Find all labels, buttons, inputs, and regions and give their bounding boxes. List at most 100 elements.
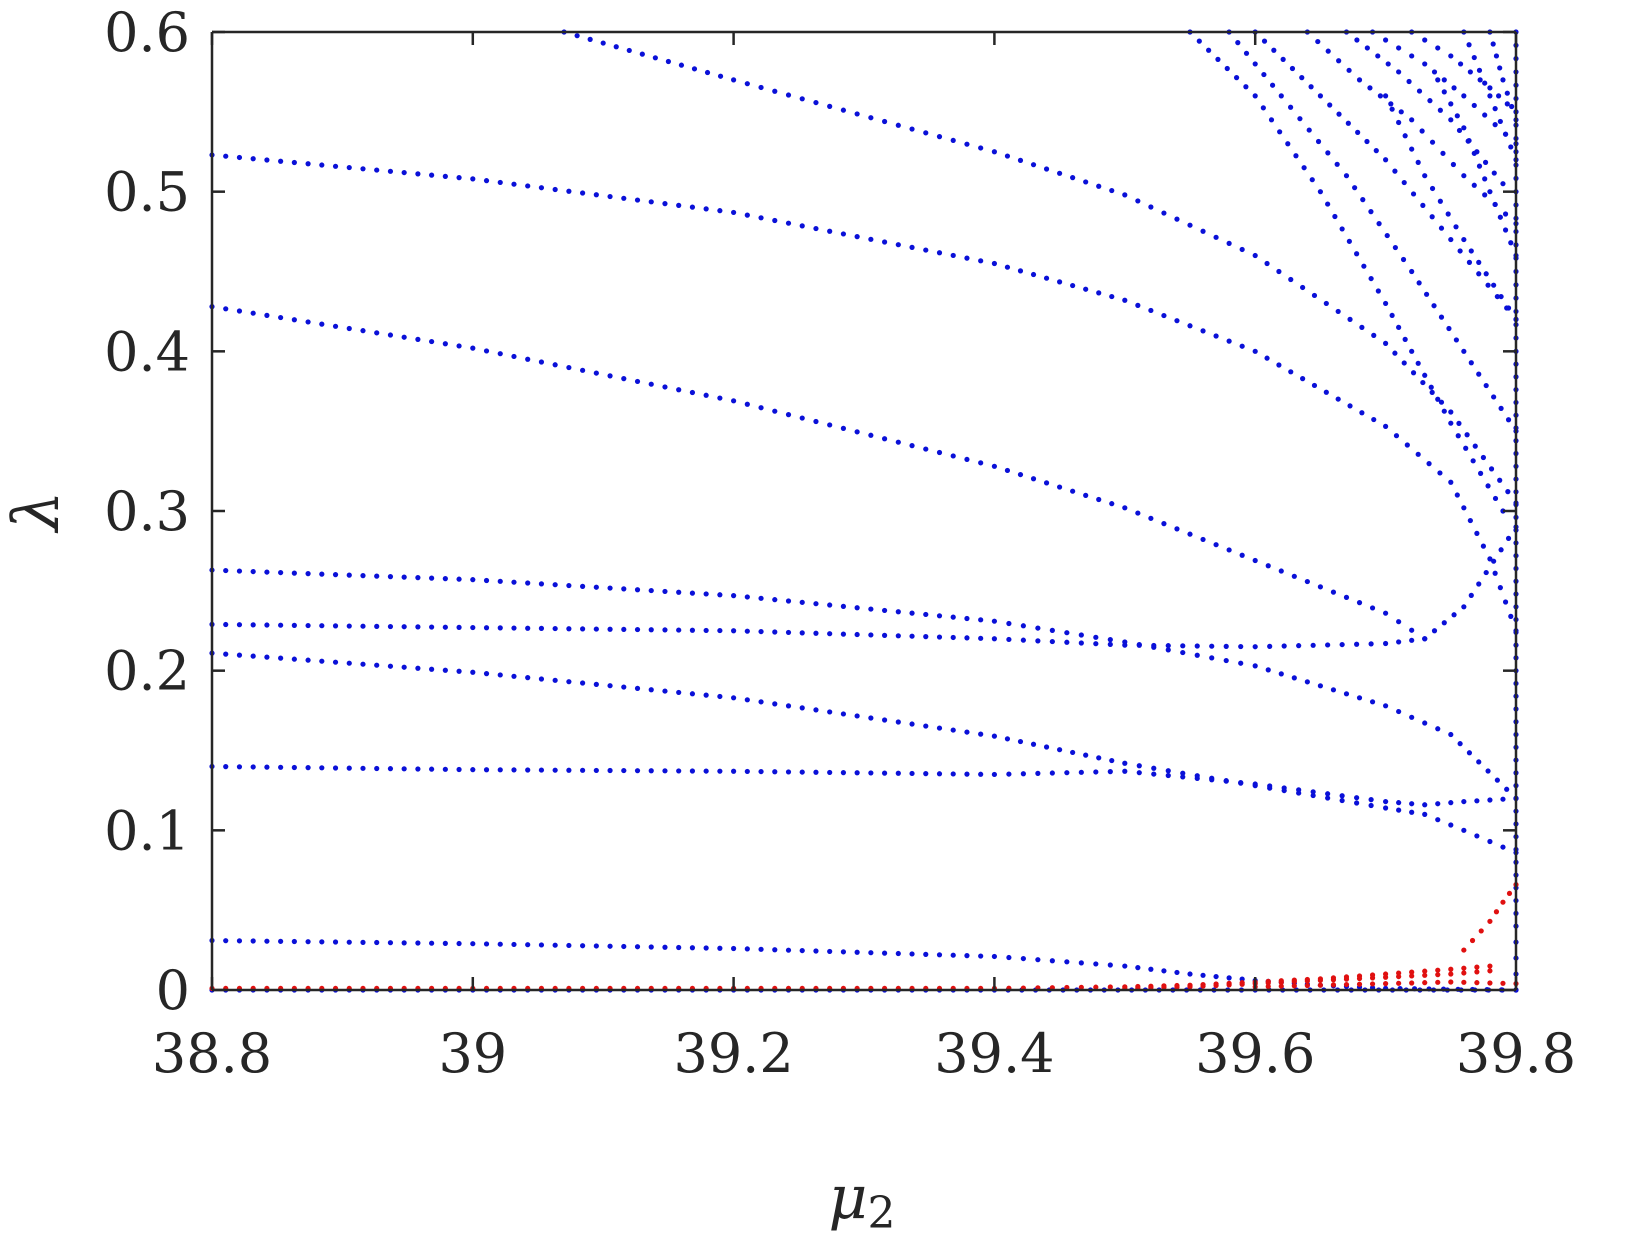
data-point (1492, 106, 1498, 112)
data-point (1252, 557, 1258, 564)
data-point (1487, 838, 1493, 845)
data-point (1359, 410, 1365, 416)
data-point (923, 247, 929, 253)
data-point (1487, 918, 1493, 924)
data-point (813, 948, 819, 954)
data-point (772, 947, 778, 953)
data-point (1135, 198, 1141, 204)
data-point (278, 655, 284, 661)
data-point (291, 570, 297, 576)
data-point (1448, 731, 1454, 738)
data-point (1384, 232, 1390, 239)
data-point (827, 602, 833, 608)
data-point (936, 250, 943, 256)
data-point (1336, 111, 1342, 117)
data-point (223, 651, 229, 657)
data-point (1213, 542, 1219, 548)
data-point (978, 731, 984, 737)
data-point (607, 585, 613, 591)
data-point (1020, 637, 1026, 643)
data-point (1299, 75, 1305, 81)
data-point (607, 373, 613, 379)
data-point (1409, 146, 1415, 152)
data-point (1472, 443, 1478, 449)
data-point (813, 99, 819, 106)
data-point (456, 940, 462, 947)
data-point (1406, 78, 1412, 85)
data-point (497, 351, 503, 357)
data-point (840, 949, 847, 955)
data-point (525, 767, 531, 773)
data-point (1497, 214, 1503, 220)
data-point (401, 169, 407, 176)
data-point (813, 707, 819, 713)
data-point (1371, 416, 1377, 423)
data-point (552, 767, 558, 773)
data-point (1325, 150, 1331, 156)
data-point (1360, 197, 1366, 203)
data-point (236, 154, 243, 161)
data-point (1491, 170, 1497, 176)
data-point (717, 627, 723, 634)
data-point (1335, 308, 1341, 315)
tick-labels: 38.8 39 39.2 39.4 39.6 39.8 0 0.1 0.2 0.3 0.4 0.5 0.… (104, 1, 1576, 1085)
data-point (1392, 168, 1398, 174)
data-point (1448, 409, 1454, 415)
y-axis-title: λ (0, 491, 74, 535)
data-point (1226, 547, 1232, 553)
data-point (881, 436, 888, 442)
data-point (278, 314, 284, 321)
data-point (236, 652, 243, 658)
data-point (1427, 98, 1433, 104)
data-point (332, 765, 339, 771)
data-point (613, 44, 619, 50)
data-point (291, 656, 297, 662)
data-point (1057, 279, 1063, 285)
data-point (538, 625, 545, 631)
data-point (868, 236, 874, 242)
data-point (291, 938, 297, 945)
data-point (813, 601, 819, 607)
data-point (648, 199, 654, 205)
data-point (593, 681, 599, 687)
data-point (1339, 797, 1345, 804)
data-point (1482, 80, 1488, 86)
data-point (1435, 967, 1441, 973)
data-point (950, 634, 956, 641)
data-point (1383, 798, 1389, 805)
data-point (1448, 117, 1454, 123)
data-point (332, 163, 339, 169)
data-point (772, 88, 778, 94)
data-point (1383, 974, 1389, 980)
data-point (1293, 153, 1299, 159)
data-point (1043, 166, 1050, 172)
data-point (1354, 795, 1360, 801)
data-point (360, 166, 366, 172)
data-point (744, 401, 750, 407)
data-point (621, 684, 627, 690)
data-point (1437, 107, 1443, 113)
data-point (1488, 466, 1495, 472)
data-point (236, 938, 243, 944)
data-point (1109, 757, 1115, 764)
data-point (1317, 189, 1323, 195)
data-point (1437, 198, 1443, 204)
data-point (1423, 291, 1430, 297)
data-point (1281, 643, 1287, 649)
data-point (442, 173, 448, 179)
data-point (1291, 979, 1297, 985)
data-point (1480, 454, 1486, 461)
data-point (1223, 778, 1229, 784)
data-point (1346, 67, 1352, 73)
data-point (1226, 982, 1232, 988)
y-tick-label: 0.6 (104, 1, 190, 64)
data-point (1409, 348, 1415, 354)
data-point (1187, 222, 1193, 228)
data-point (1174, 526, 1180, 532)
data-point (1383, 610, 1389, 616)
data-point (1151, 642, 1157, 649)
data-point (1064, 630, 1070, 636)
data-point (429, 666, 435, 672)
data-point (538, 676, 545, 682)
data-point (1355, 129, 1361, 135)
